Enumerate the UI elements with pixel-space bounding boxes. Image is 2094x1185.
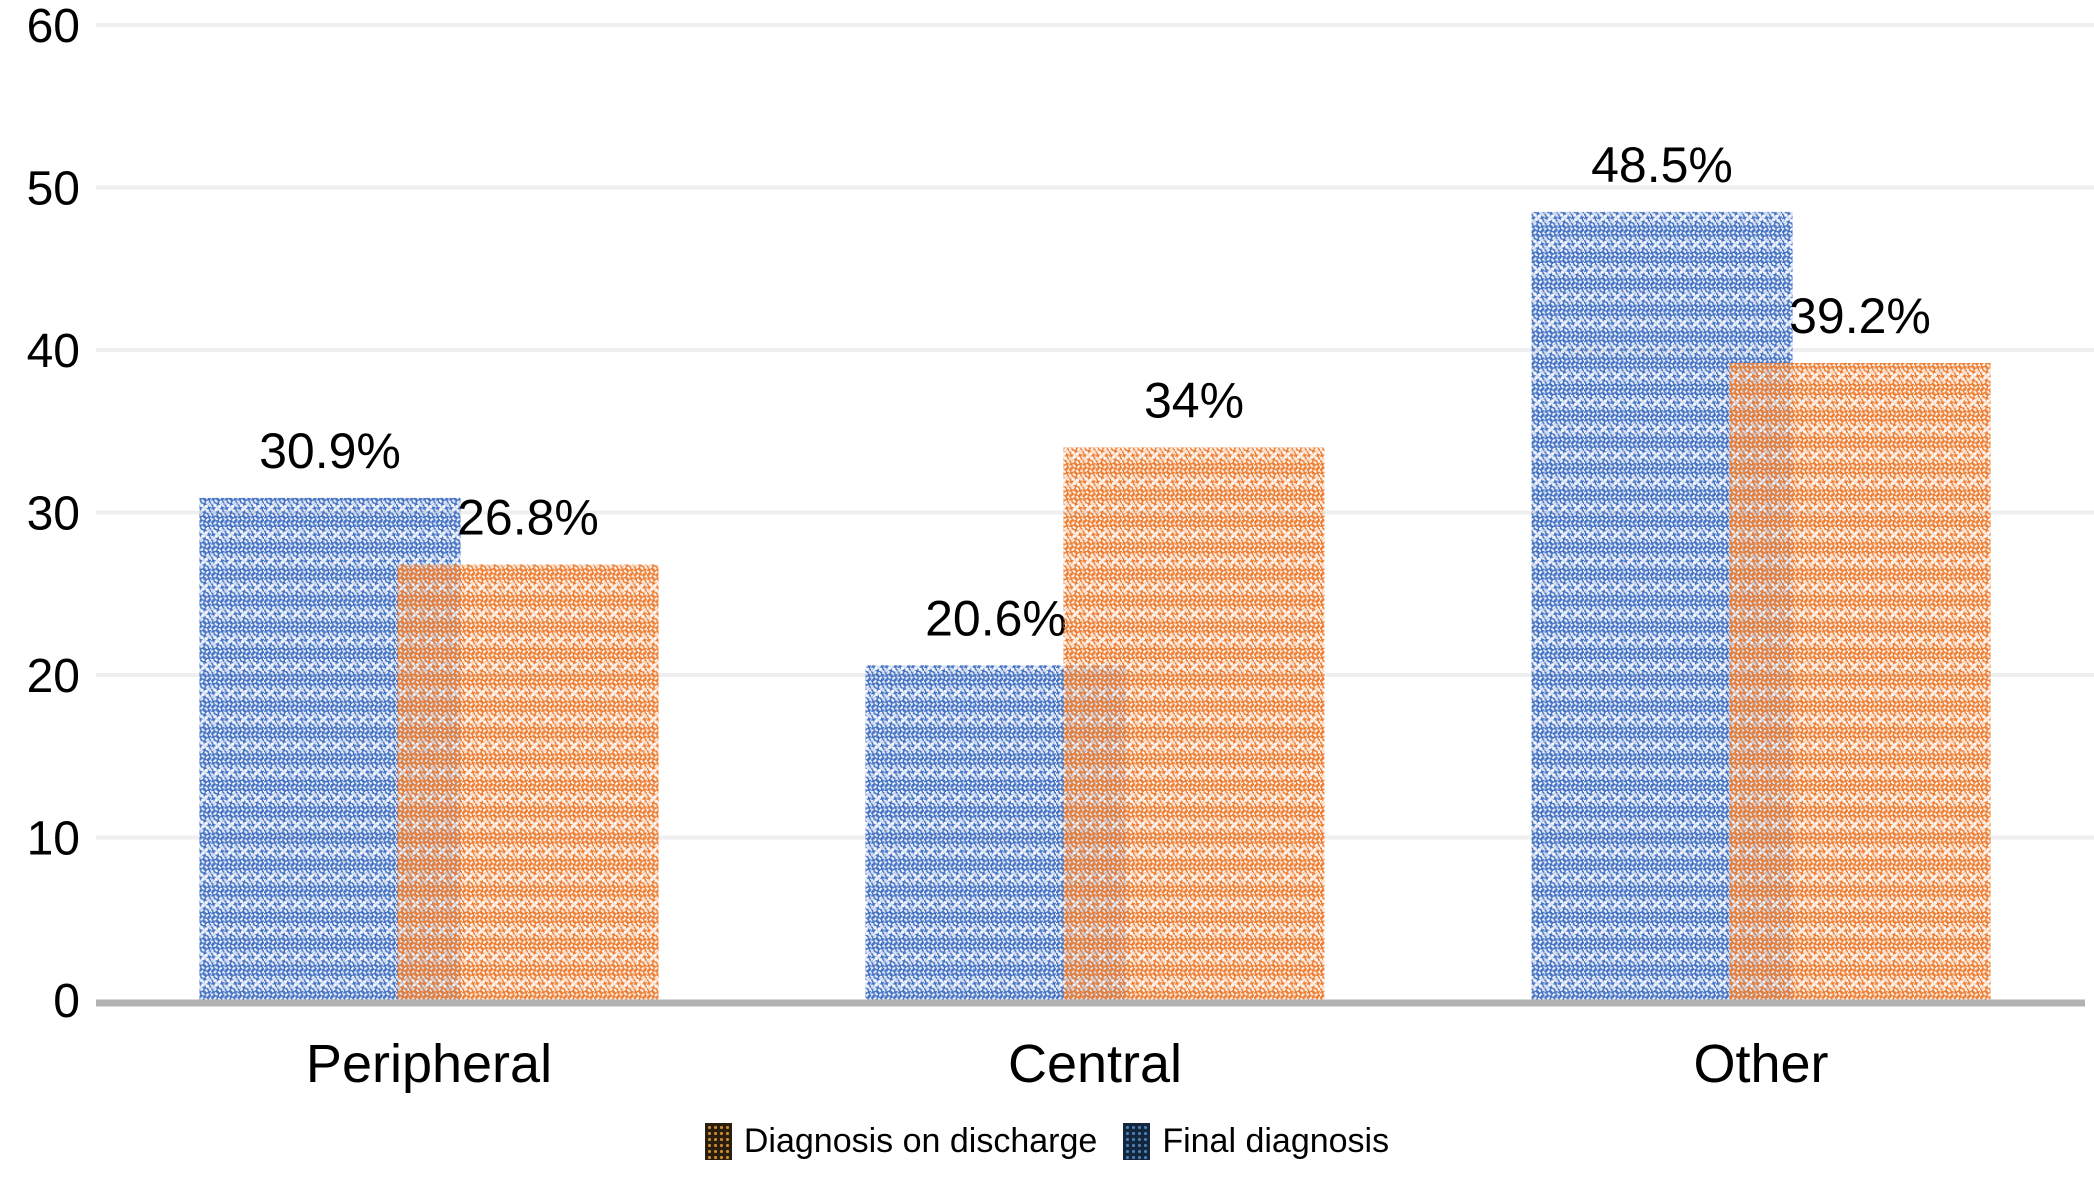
legend-swatch-diagnosis-on-discharge xyxy=(704,1123,732,1160)
legend-item-diagnosis-on-discharge: Diagnosis on discharge xyxy=(704,1122,1098,1161)
bar-diagnosis-on-discharge-peripheral xyxy=(397,564,659,1000)
bar-label-diagnosis-on-discharge-peripheral: 26.8% xyxy=(457,490,599,546)
y-tick-40: 40 xyxy=(27,325,80,378)
y-tick-50: 50 xyxy=(27,163,80,216)
chart-legend: Diagnosis on discharge Final diagnosis xyxy=(0,1122,2094,1161)
bar-label-final-diagnosis-other: 48.5% xyxy=(1591,137,1733,193)
y-tick-60: 60 xyxy=(27,0,80,53)
bar-diagnosis-on-discharge-other xyxy=(1729,363,1991,1000)
y-tick-10: 10 xyxy=(27,813,80,866)
bar-label-final-diagnosis-central: 20.6% xyxy=(925,590,1067,646)
bar-label-diagnosis-on-discharge-central: 34% xyxy=(1144,373,1244,429)
x-label-other: Other xyxy=(1693,1034,1828,1094)
y-tick-20: 20 xyxy=(27,650,80,703)
bar-label-final-diagnosis-peripheral: 30.9% xyxy=(259,423,401,479)
y-tick-30: 30 xyxy=(27,488,80,541)
y-tick-0: 0 xyxy=(53,975,80,1028)
x-label-central: Central xyxy=(1008,1034,1182,1094)
legend-label-final-diagnosis: Final diagnosis xyxy=(1162,1122,1390,1160)
x-label-peripheral: Peripheral xyxy=(306,1034,552,1094)
legend-swatch-final-diagnosis xyxy=(1123,1123,1151,1160)
bar-label-diagnosis-on-discharge-other: 39.2% xyxy=(1789,288,1931,344)
legend-item-final-diagnosis: Final diagnosis xyxy=(1123,1122,1389,1161)
bar-diagnosis-on-discharge-central xyxy=(1063,447,1325,1000)
legend-label-diagnosis-on-discharge: Diagnosis on discharge xyxy=(743,1122,1098,1160)
